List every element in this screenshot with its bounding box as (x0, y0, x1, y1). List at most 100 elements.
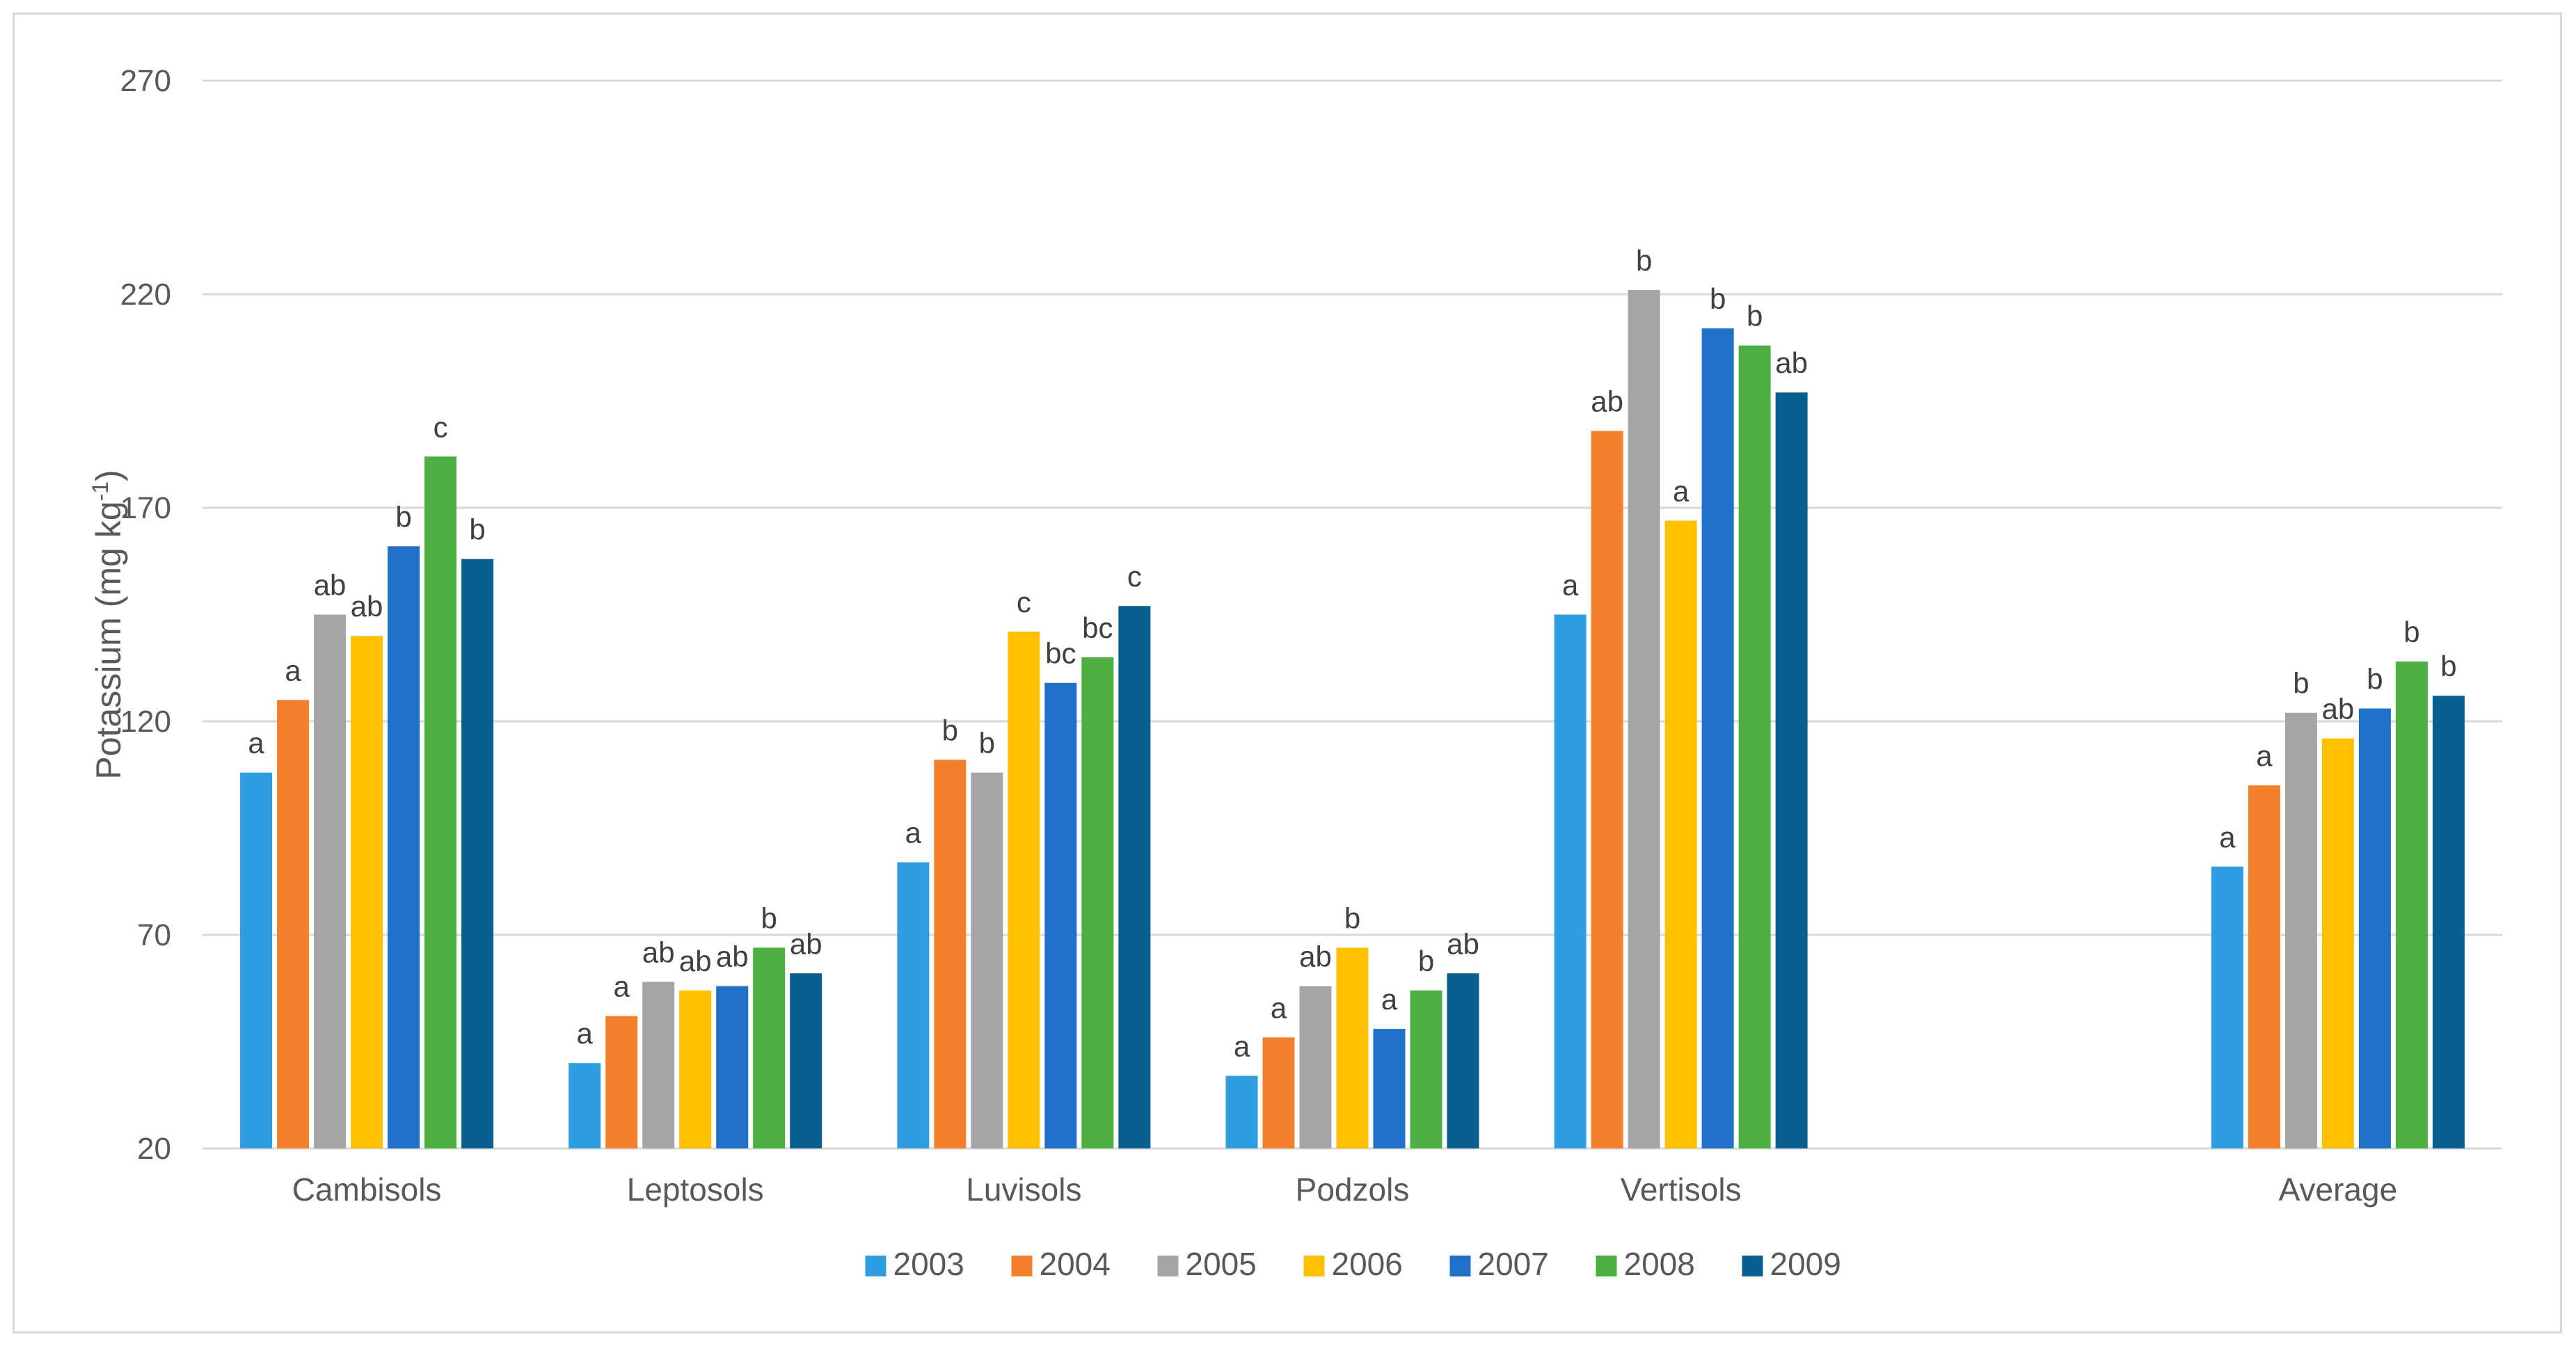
bar-podzols-2005 (1299, 986, 1332, 1148)
y-tick-label: 70 (137, 918, 171, 952)
y-tick-label: 20 (137, 1132, 171, 1166)
bar-luvisols-2004 (934, 760, 967, 1148)
significance-label: ab (716, 940, 749, 973)
significance-label: a (1562, 569, 1579, 602)
bar-cambisols-2004 (277, 700, 310, 1148)
bar-cambisols-2009 (461, 559, 494, 1148)
bar-leptosols-2009 (790, 973, 822, 1148)
significance-label: bc (1082, 611, 1113, 644)
x-category-label: Podzols (1296, 1171, 1410, 1208)
bar-vertisols-2008 (1738, 345, 1771, 1149)
significance-label: b (2293, 667, 2309, 700)
legend-label: 2009 (1770, 1246, 1841, 1282)
bar-vertisols-2006 (1664, 520, 1697, 1148)
significance-label: a (614, 970, 630, 1003)
significance-label: ab (2322, 693, 2355, 726)
y-axis-title-suffix: ) (89, 470, 128, 481)
bar-average-2003 (2211, 866, 2243, 1148)
bar-cambisols-2003 (240, 772, 273, 1148)
significance-label: a (905, 817, 922, 849)
bar-luvisols-2003 (897, 862, 930, 1148)
significance-label: ab (1775, 346, 1808, 379)
significance-label: ab (1447, 927, 1479, 960)
bar-leptosols-2006 (679, 990, 712, 1148)
legend-label: 2004 (1040, 1246, 1111, 1282)
x-category-label: Vertisols (1621, 1171, 1742, 1208)
bar-average-2009 (2432, 696, 2465, 1148)
significance-label: b (761, 902, 777, 934)
significance-label: c (1127, 560, 1142, 593)
bar-podzols-2004 (1262, 1037, 1295, 1148)
significance-label: ab (1591, 385, 1623, 417)
y-axis-title: Potassium (mg kg-1) (88, 470, 128, 779)
legend-swatch-2004 (1011, 1256, 1033, 1276)
chart-frame: 20 70 120 170 220 270 a a ab ab b c b Cambisols a a ab ab… (13, 13, 2562, 1333)
bar-luvisols-2009 (1118, 606, 1151, 1148)
significance-label: b (2367, 663, 2383, 696)
bar-cambisols-2006 (351, 636, 383, 1148)
y-tick-label: 170 (120, 491, 171, 525)
significance-label: ab (314, 569, 347, 602)
bar-average-2004 (2248, 785, 2280, 1148)
y-tick-label: 270 (120, 64, 171, 98)
significance-label: ab (790, 927, 822, 960)
significance-label: a (1234, 1030, 1250, 1063)
significance-label: b (2440, 650, 2456, 682)
x-category-label: Cambisols (292, 1171, 442, 1208)
bar-podzols-2008 (1410, 990, 1442, 1148)
legend: 2003 2004 2005 2006 2007 2008 2009 (865, 1246, 1841, 1282)
bar-leptosols-2008 (753, 947, 786, 1148)
x-category-label: Luvisols (966, 1171, 1081, 1208)
y-tick-label: 220 (120, 278, 171, 312)
bar-cambisols-2008 (424, 456, 457, 1148)
bar-podzols-2009 (1447, 973, 1479, 1148)
legend-swatch-2009 (1742, 1256, 1763, 1276)
y-axis-title-superscript: -1 (88, 481, 113, 501)
significance-label: a (2219, 821, 2236, 854)
significance-label: b (1418, 945, 1434, 977)
legend-label: 2008 (1624, 1246, 1695, 1282)
bar-luvisols-2005 (971, 772, 1003, 1148)
bar-average-2007 (2358, 708, 2391, 1148)
legend-swatch-2006 (1303, 1256, 1325, 1276)
legend-label: 2005 (1186, 1246, 1257, 1282)
significance-label: b (1344, 902, 1360, 934)
legend-label: 2007 (1478, 1246, 1549, 1282)
significance-label: c (434, 410, 448, 443)
bar-luvisols-2007 (1044, 682, 1077, 1148)
x-category-label: Leptosols (627, 1171, 764, 1208)
bar-luvisols-2008 (1081, 657, 1114, 1148)
significance-label: c (1017, 586, 1031, 618)
significance-label: b (1710, 282, 1726, 315)
significance-label: a (1271, 991, 1287, 1024)
significance-label: a (2256, 739, 2273, 772)
legend-label: 2003 (893, 1246, 964, 1282)
bar-leptosols-2004 (605, 1016, 638, 1148)
x-category-label: Average (2279, 1171, 2398, 1208)
significance-label: a (285, 654, 301, 687)
legend-swatch-2005 (1157, 1256, 1179, 1276)
legend-label: 2006 (1332, 1246, 1403, 1282)
significance-label: ab (642, 936, 675, 969)
significance-label: ab (679, 945, 712, 977)
bar-podzols-2006 (1336, 947, 1369, 1148)
significance-label: a (577, 1017, 594, 1050)
bar-vertisols-2003 (1554, 614, 1587, 1148)
y-axis-title-main: Potassium (mg kg (89, 501, 128, 779)
grid-layer (202, 79, 2502, 1150)
significance-label: b (395, 500, 411, 533)
bar-leptosols-2005 (642, 982, 675, 1148)
bar-podzols-2007 (1373, 1029, 1406, 1148)
significance-label: b (942, 714, 958, 746)
significance-label: b (1747, 300, 1763, 333)
significance-label: ab (1299, 940, 1332, 973)
significance-label: bc (1045, 637, 1076, 670)
significance-label: ab (351, 590, 383, 623)
bar-podzols-2003 (1225, 1075, 1258, 1148)
significance-label: b (469, 513, 485, 546)
bars-layer (240, 289, 2465, 1149)
bar-vertisols-2007 (1701, 328, 1734, 1148)
legend-swatch-2003 (865, 1256, 887, 1276)
